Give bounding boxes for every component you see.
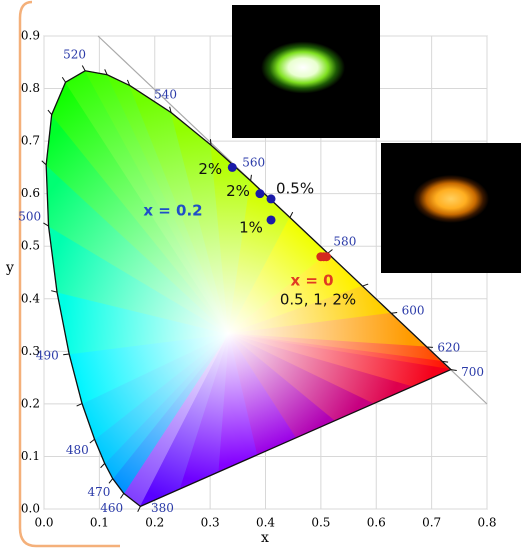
x-tick-label: 0.4 [256, 516, 275, 530]
annotation: x = 0.2 [143, 202, 202, 220]
wavelength-label: 480 [66, 443, 89, 457]
inset-green [232, 5, 380, 138]
locus-tick [120, 493, 125, 499]
inset-orange [381, 143, 521, 273]
x-tick-label: 0.6 [367, 516, 386, 530]
foreground: 0.0 0.1 0.2 0.3 0.4 0.5 0.6 0.7 0.8 0.0 0.1 0.2 0.3 0… [18, 29, 496, 530]
locus-tick [43, 222, 49, 227]
x-tick-label: 0.1 [90, 516, 109, 530]
annotation: 0.5, 1, 2% [280, 291, 356, 309]
locus-tick [41, 160, 47, 166]
x-tick-label: 0.3 [201, 516, 220, 530]
point-label: 2% [198, 160, 222, 178]
y-tick-label: 0.0 [21, 502, 40, 516]
wavelength-label: 580 [333, 234, 356, 248]
y-axis-label: y [5, 260, 14, 276]
y-tick-label: 0.3 [21, 344, 40, 358]
spectral-locus [45, 70, 452, 508]
locus-tick [327, 249, 333, 254]
y-tick-label: 0.4 [21, 291, 40, 305]
locus-tick [108, 478, 114, 484]
locus-tick [100, 463, 106, 469]
locus-tick [442, 360, 449, 363]
locus-tick [362, 283, 369, 287]
locus-tick [51, 290, 58, 293]
x-tick-label: 0.5 [311, 516, 330, 530]
wavelength-label: 520 [63, 47, 86, 61]
x-tick-label: 0.7 [422, 516, 441, 530]
y-tick-label: 0.7 [21, 134, 40, 148]
locus-tick [169, 106, 172, 113]
wavelength-label: 470 [88, 485, 111, 499]
wavelength-label: 540 [154, 88, 177, 102]
y-tick-label: 0.5 [21, 239, 40, 253]
data-point [227, 162, 237, 172]
x-axis-label: x [261, 530, 269, 546]
frame [18, 0, 120, 548]
locus-tick [63, 353, 70, 356]
locus-tick [450, 369, 457, 372]
locus-tick [209, 139, 212, 146]
wavelength-label: 380 [151, 501, 174, 515]
wavelength-label: 490 [36, 349, 59, 363]
data-point [255, 189, 265, 199]
y-tick-label: 0.2 [21, 396, 40, 410]
point-label: 1% [239, 218, 263, 236]
y-tick-label: 0.1 [21, 449, 40, 463]
wavelength-label: 620 [437, 341, 460, 355]
point-label: 0.5% [276, 179, 314, 197]
wavelength-label: 700 [461, 365, 484, 379]
gamut-fill [45, 70, 453, 508]
wavelength-label: 500 [18, 209, 41, 223]
locus-tick [391, 311, 398, 314]
locus-tick [289, 211, 294, 218]
x-tick-label: 0.0 [34, 516, 53, 530]
wavelength-label: 460 [100, 501, 123, 515]
locus-tick [126, 79, 131, 86]
locus-tick [61, 76, 66, 83]
locus-tick [104, 69, 108, 75]
y-tick-label: 0.9 [21, 29, 40, 43]
annotation: x = 0 [290, 272, 333, 290]
data-point [266, 215, 276, 225]
y-tick-label: 0.8 [21, 81, 40, 95]
locus-tick [250, 174, 252, 181]
locus-tick [76, 403, 83, 407]
x-tick-label: 0.2 [145, 516, 164, 530]
y-tick-label: 0.6 [21, 186, 40, 200]
x-tick-label: 0.8 [477, 516, 496, 530]
locus-tick [47, 109, 53, 116]
wavelength-label: 560 [242, 155, 265, 169]
locus-tick [81, 65, 86, 72]
point-label: 2% [226, 182, 250, 200]
wavelength-label: 600 [402, 303, 425, 317]
locus-tick [137, 506, 141, 512]
data-point [321, 252, 331, 262]
locus-tick [89, 438, 95, 444]
data-point [266, 194, 276, 204]
